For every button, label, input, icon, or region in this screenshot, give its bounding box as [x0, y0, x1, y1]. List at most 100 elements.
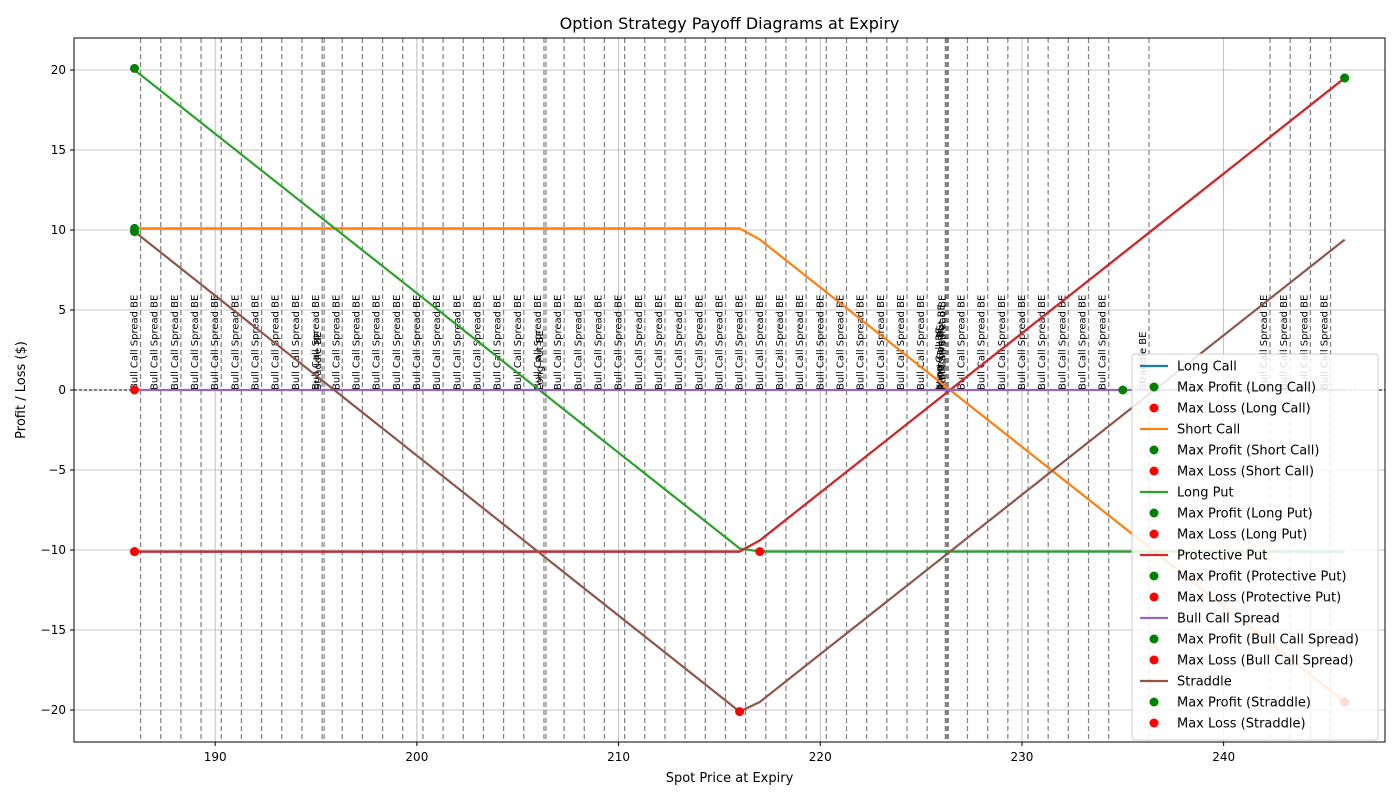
breakeven-label: Bull Call Spread BE: [190, 295, 201, 390]
breakeven-label: Bull Call Spread BE: [170, 295, 181, 390]
legend-marker-swatch: [1149, 403, 1159, 413]
x-tick-label: 210: [607, 750, 630, 764]
legend-entry-label: Long Call: [1177, 360, 1237, 375]
breakeven-label: Bull Call Spread BE: [937, 295, 948, 390]
breakeven-label: Bull Call Spread BE: [1057, 295, 1068, 390]
breakeven-label: Bull Call Spread BE: [735, 295, 746, 390]
breakeven-label: Bull Call Spread BE: [1299, 295, 1310, 390]
y-tick-label: −15: [41, 623, 66, 637]
legend-entry-label: Max Profit (Long Call): [1177, 381, 1316, 396]
breakeven-label: Straddle BE: [313, 332, 324, 391]
breakeven-label: Bull Call Spread BE: [230, 295, 241, 390]
y-tick-label: 0: [58, 383, 66, 397]
breakeven-label: Bull Call Spread BE: [130, 295, 141, 390]
breakeven-label: Long Put BE: [535, 330, 546, 390]
y-tick-label: −10: [41, 543, 66, 557]
breakeven-label: Bull Call Spread BE: [674, 295, 685, 390]
breakeven-label: Bull Call Spread BE: [1279, 295, 1290, 390]
y-tick-label: 10: [51, 223, 66, 237]
legend-entry-label: Protective Put: [1177, 549, 1267, 564]
legend-marker-swatch: [1149, 655, 1159, 665]
breakeven-label: Bull Call Spread BE: [331, 295, 342, 390]
breakeven-label: Protective Put BE: [936, 304, 947, 390]
breakeven-label: Bull Call Spread BE: [997, 295, 1008, 390]
x-tick-label: 240: [1212, 750, 1235, 764]
legend-box: [1131, 353, 1379, 741]
legend-entry-label: Long Put: [1177, 486, 1234, 501]
max-loss-marker-protective-put: [130, 547, 140, 557]
max-loss-marker-long-put: [755, 547, 765, 557]
max-profit-marker-straddle: [130, 227, 140, 237]
legend-entry-label: Max Loss (Straddle): [1177, 717, 1306, 732]
breakeven-label: Bull Call Spread BE: [956, 295, 967, 390]
breakeven-label: Bull Call Spread BE: [634, 295, 645, 390]
breakeven-label: Bull Call Spread BE: [977, 295, 988, 390]
x-tick-label: 230: [1011, 750, 1034, 764]
breakeven-label: Bull Call Spread BE: [291, 295, 302, 390]
legend-entry-label: Max Profit (Protective Put): [1177, 570, 1347, 585]
breakeven-label: Bull Call Spread BE: [1259, 295, 1270, 390]
legend-marker-swatch: [1149, 718, 1159, 728]
y-tick-label: 5: [58, 303, 66, 317]
breakeven-label: Bull Call Spread BE: [150, 295, 161, 390]
legend-marker-swatch: [1149, 445, 1159, 455]
y-axis-label: Profit / Loss ($): [14, 341, 29, 439]
legend-entry-label: Max Loss (Long Put): [1177, 528, 1307, 543]
breakeven-label: Bull Call Spread BE: [1037, 295, 1048, 390]
breakeven-label: Bull Call Spread BE: [694, 295, 705, 390]
legend-marker-swatch: [1149, 697, 1159, 707]
breakeven-label: Bull Call Spread BE: [1078, 295, 1089, 390]
breakeven-label: Bull Call Spread BE: [835, 295, 846, 390]
y-tick-label: −20: [41, 703, 66, 717]
x-tick-label: 220: [809, 750, 832, 764]
legend-entry-label: Max Loss (Short Call): [1177, 465, 1314, 480]
breakeven-label: Bull Call Spread BE: [412, 295, 423, 390]
breakeven-label: Bull Call Spread BE: [533, 295, 544, 390]
legend-entry-label: Bull Call Spread: [1177, 612, 1280, 627]
breakeven-label: Bull Call Spread BE: [1320, 295, 1331, 390]
breakeven-label: Bull Call Spread BE: [775, 295, 786, 390]
legend-marker-swatch: [1149, 466, 1159, 476]
breakeven-label: Bull Call Spread BE: [351, 295, 362, 390]
chart-title: Option Strategy Payoff Diagrams at Expir…: [560, 14, 900, 33]
x-tick-label: 190: [204, 750, 227, 764]
legend-marker-swatch: [1149, 571, 1159, 581]
max-profit-marker-protective-put: [1340, 73, 1350, 83]
legend-entry-label: Short Call: [1177, 423, 1240, 438]
breakeven-label: Bull Call Spread BE: [1017, 295, 1028, 390]
breakeven-label: Bull Call Spread BE: [916, 295, 927, 390]
breakeven-label: Bull Call Spread BE: [553, 295, 564, 390]
legend-entry-label: Max Profit (Short Call): [1177, 444, 1319, 459]
breakeven-label: Bull Call Spread BE: [452, 295, 463, 390]
breakeven-label: Bull Call Spread BE: [210, 295, 221, 390]
legend-marker-swatch: [1149, 529, 1159, 539]
y-tick-label: 20: [51, 63, 66, 77]
max-loss-marker-bull-call-spread: [130, 385, 140, 395]
legend-marker-swatch: [1149, 382, 1159, 392]
series-line-straddle: [133, 230, 1346, 713]
breakeven-label: Bull Call Spread BE: [392, 295, 403, 390]
series-line-protective-put: [134, 77, 1346, 553]
legend-entry-label: Max Loss (Bull Call Spread): [1177, 654, 1354, 669]
max-loss-marker-straddle: [735, 707, 745, 717]
breakeven-label: Bull Call Spread BE: [856, 295, 867, 390]
legend-marker-swatch: [1149, 508, 1159, 518]
series-line-long-put: [133, 69, 1345, 553]
breakeven-label: Bull Call Spread BE: [311, 295, 322, 390]
x-axis-label: Spot Price at Expiry: [666, 771, 794, 786]
legend-marker-swatch: [1149, 634, 1159, 644]
legend-entry-label: Max Profit (Bull Call Spread): [1177, 633, 1359, 648]
breakeven-label: Short Call BE: [935, 325, 946, 390]
breakeven-label: Bull Call Spread BE: [815, 295, 826, 390]
legend-entry-label: Max Profit (Long Put): [1177, 507, 1313, 522]
breakeven-label: Bull Call Spread BE: [493, 295, 504, 390]
breakeven-label: Bull Call Spread BE: [372, 295, 383, 390]
y-tick-label: 15: [51, 143, 66, 157]
breakeven-label: Bull Call Spread BE: [876, 295, 887, 390]
max-profit-marker-long-put: [130, 63, 140, 73]
legend-entry-label: Max Loss (Long Call): [1177, 402, 1311, 417]
payoff-series: [133, 69, 1346, 713]
legend-marker-swatch: [1149, 592, 1159, 602]
extreme-markers: [130, 63, 1350, 717]
breakeven-label: Bull Call Spread BE: [654, 295, 665, 390]
